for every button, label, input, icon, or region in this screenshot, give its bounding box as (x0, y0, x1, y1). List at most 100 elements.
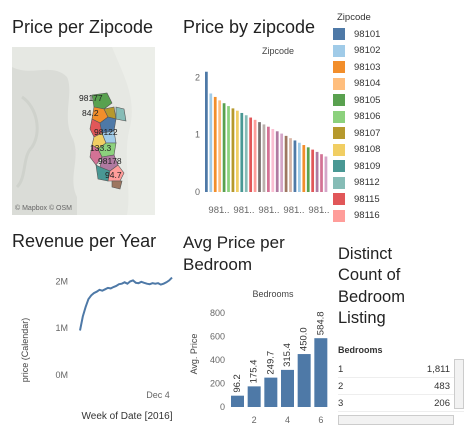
legend-label: 98101 (354, 28, 381, 40)
x-tick-label: 981.. (283, 205, 304, 216)
price-by-zipcode-chart: Zipcode 2 1 0 981.. 981.. 981.. 981.. 981.. (195, 46, 330, 216)
zip-regions (89, 92, 127, 190)
map-canvas: 98177 84.2 98122 133.3 98178 94.7 (12, 47, 155, 215)
x-tick-label: 981.. (258, 205, 279, 216)
zip-bar (209, 93, 213, 192)
y-tick-label: 1 (195, 130, 200, 140)
legend-item[interactable]: 98107 (333, 125, 473, 142)
zip-bar (240, 112, 244, 192)
table-row: 3 206 (338, 395, 464, 412)
legend-swatch (333, 193, 345, 206)
legend-label: 98107 (354, 127, 381, 139)
legend-label: 98103 (354, 61, 381, 73)
bed-ylabel: Avg. Price (189, 334, 199, 375)
zip-bar (289, 138, 292, 192)
map-label: 98122 (94, 127, 118, 137)
revenue-xlabel: Week of Date [2016] (82, 411, 173, 422)
bar-zip-title: Price by zipcode (183, 17, 316, 37)
bedroom-bar (314, 338, 328, 407)
zip-bar (311, 149, 315, 192)
zip-bar (267, 126, 270, 192)
y-tick-label: 0 (195, 187, 200, 197)
distinct-count-title: Distinct Count of Bedroom Listing (338, 245, 405, 328)
zip-bar (213, 96, 217, 192)
legend-label: 98102 (354, 45, 381, 57)
zip-bar (298, 142, 301, 192)
zip-bar (218, 100, 222, 192)
y-tick-label: 400 (210, 355, 225, 365)
zipcode-legend[interactable]: Zipcode 98101 98102 98103 98104 98105 98106 98… (333, 12, 473, 224)
vertical-scrollbar[interactable] (454, 359, 464, 409)
horizontal-scrollbar[interactable] (338, 415, 454, 425)
x-tick-label: 4 (285, 415, 290, 425)
legend-item[interactable]: 98109 (333, 158, 473, 175)
legend-item[interactable]: 98108 (333, 142, 473, 159)
bedroom-bar (264, 377, 278, 407)
zip-bar (231, 108, 235, 192)
legend-item[interactable]: 98116 (333, 208, 473, 225)
y-tick-label: 2 (195, 72, 200, 82)
zip-bar (302, 145, 306, 192)
chart-header: Bedrooms (252, 289, 294, 299)
legend-swatch (333, 77, 345, 90)
bar-value-label: 584.8 (315, 311, 326, 335)
zip-bar (249, 117, 253, 192)
legend-item[interactable]: 98102 (333, 43, 473, 60)
map-label: 84.2 (82, 108, 99, 118)
legend-label: 98116 (354, 210, 380, 222)
legend-swatch (333, 209, 345, 222)
x-tick-label: 981.. (233, 205, 254, 216)
bedroom-bar (231, 395, 244, 407)
zip-bar (271, 129, 275, 192)
legend-item[interactable]: 98115 (333, 191, 473, 208)
zip-bar (244, 115, 248, 192)
zip-bar (324, 156, 328, 192)
legend-swatch (333, 143, 345, 156)
legend-swatch (333, 110, 345, 123)
x-tick-label: 6 (318, 415, 323, 425)
bedroom-count-table[interactable]: Bedrooms 1 1,811 2 483 3 206 (338, 345, 464, 425)
zip-bar (280, 133, 284, 192)
zipcode-map[interactable]: 98177 84.2 98122 133.3 98178 94.7 © Mapb… (12, 47, 155, 215)
bedroom-bar (297, 354, 311, 407)
map-title: Price per Zipcode (12, 17, 154, 37)
y-tick-label: 800 (210, 308, 225, 318)
legend-swatch (333, 44, 345, 57)
bar-value-label: 249.7 (265, 351, 276, 375)
avg-price-bedroom-chart: Bedrooms Avg. Price 800 600 400 200 0 96.2 17… (189, 289, 328, 425)
legend-item[interactable]: 98103 (333, 59, 473, 76)
map-label: 98178 (98, 156, 122, 166)
table-row: 1 1,811 (338, 361, 464, 378)
zip-bar (205, 71, 208, 192)
revenue-line (79, 276, 173, 331)
map-label: 94.7 (105, 170, 122, 180)
bar-value-label: 450.0 (299, 327, 310, 351)
bedroom-bar (281, 369, 294, 407)
bar-value-label: 175.4 (249, 360, 260, 384)
legend-item[interactable]: 98112 (333, 175, 473, 192)
avg-bedroom-title: Avg Price per Bedroom (183, 233, 285, 275)
legend-swatch (333, 28, 345, 41)
legend-item[interactable]: 98105 (333, 92, 473, 109)
legend-swatch (333, 61, 345, 74)
revenue-ylabel: price (Calendar) (20, 318, 30, 383)
y-tick-label: 0 (220, 402, 225, 412)
revenue-title: Revenue per Year (12, 231, 157, 251)
zip-bar (227, 106, 230, 192)
map-label: 98177 (79, 93, 103, 103)
zip-bar (284, 135, 288, 192)
y-tick-label: 200 (210, 378, 225, 388)
revenue-xtick: Dec 4 (146, 390, 170, 400)
zip-bar (222, 103, 226, 192)
legend-swatch (333, 160, 345, 173)
bar-value-label: 315.4 (282, 343, 293, 367)
revenue-per-year-chart: price (Calendar) 2M 1M 0M Dec 4 Week of Da… (20, 276, 173, 422)
legend-swatch (333, 94, 345, 107)
legend-swatch (333, 127, 345, 140)
x-tick-label: 2 (252, 415, 257, 425)
legend-item[interactable]: 98104 (333, 76, 473, 93)
zip-bar (236, 110, 239, 192)
legend-item[interactable]: 98101 (333, 26, 473, 43)
legend-item[interactable]: 98106 (333, 109, 473, 126)
zip-bar (262, 124, 266, 192)
